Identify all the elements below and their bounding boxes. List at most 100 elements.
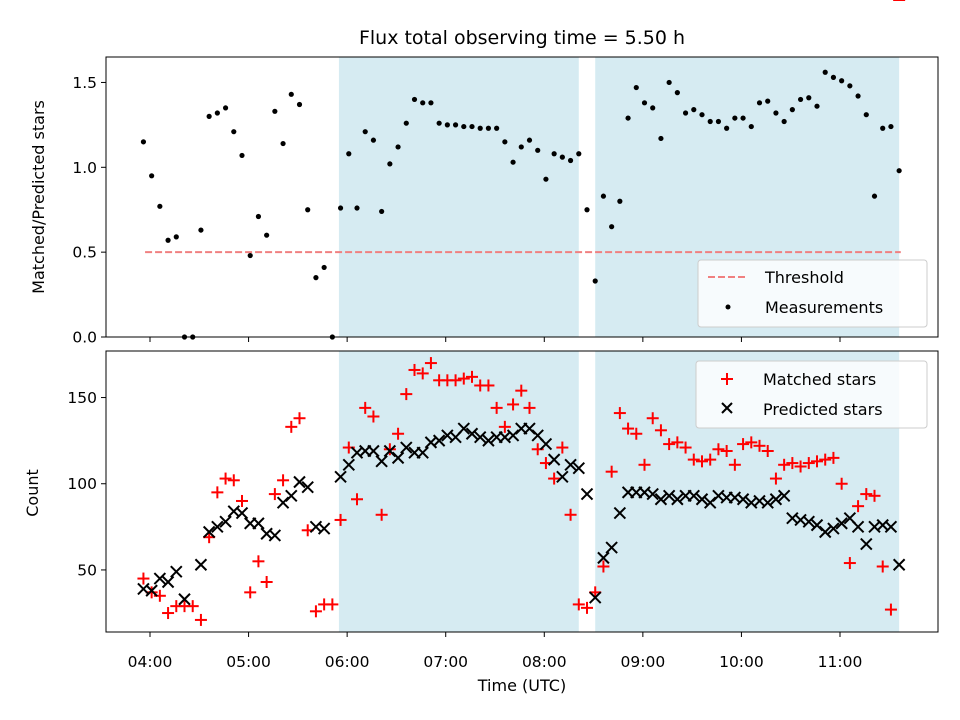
measurement-point bbox=[140, 139, 147, 145]
measurement-point bbox=[469, 123, 475, 130]
predicted-star-point bbox=[416, 446, 429, 459]
measurement-point bbox=[387, 161, 393, 167]
matched-star-point bbox=[720, 444, 733, 457]
measurement-point bbox=[666, 79, 672, 86]
measurement-point bbox=[518, 144, 524, 150]
legend-matched-label: Matched stars bbox=[763, 370, 876, 389]
measurement-point bbox=[264, 232, 270, 238]
measurements-legend-swatch bbox=[725, 304, 731, 310]
y-tick-label: 0.5 bbox=[72, 244, 97, 262]
predicted-star-point bbox=[194, 558, 208, 571]
measurement-point bbox=[149, 173, 155, 179]
matched-star-point bbox=[769, 472, 782, 485]
bottom-y-axis-label: Count bbox=[23, 469, 42, 517]
predicted-star-point bbox=[202, 525, 216, 539]
measurement-point bbox=[198, 227, 204, 233]
measurement-point bbox=[173, 234, 179, 240]
matched-star-point bbox=[786, 457, 799, 470]
matched-star-point bbox=[424, 357, 437, 370]
predicted-star-point bbox=[662, 489, 676, 503]
measurement-point bbox=[682, 110, 689, 116]
measurement-point bbox=[305, 207, 311, 213]
matched-star-point bbox=[884, 603, 897, 616]
matched-star-point bbox=[860, 488, 873, 501]
predicted-star-point bbox=[572, 462, 585, 475]
measurement-point bbox=[715, 118, 722, 125]
measurement-point bbox=[346, 151, 352, 157]
matched-star-point bbox=[293, 412, 306, 425]
ratio-marks bbox=[140, 69, 902, 340]
bottom-legend: Matched stars Predicted stars bbox=[695, 360, 928, 429]
matched-star-point bbox=[466, 370, 478, 383]
y-tick-label: 1.5 bbox=[72, 74, 97, 92]
predicted-star-point bbox=[268, 529, 282, 542]
predicted-star-point bbox=[556, 470, 569, 484]
matched-star-point bbox=[416, 367, 429, 380]
predicted-star-point bbox=[153, 572, 167, 585]
y-tick-label: 150 bbox=[67, 389, 97, 407]
matched-star-point bbox=[671, 436, 684, 449]
predicted-star-point bbox=[695, 493, 709, 506]
measurement-point bbox=[781, 118, 787, 125]
matched-star-point bbox=[852, 500, 865, 513]
measurement-point bbox=[567, 157, 574, 164]
predicted-star-point bbox=[170, 565, 183, 578]
predicted-star-point bbox=[892, 558, 906, 571]
predicted-star-point bbox=[884, 520, 898, 534]
measurement-point bbox=[255, 213, 262, 220]
measurement-point bbox=[551, 151, 557, 157]
measurement-point bbox=[691, 107, 697, 113]
measurement-point bbox=[806, 95, 812, 101]
predicted-star-point bbox=[851, 520, 865, 534]
predicted-star-point bbox=[646, 487, 659, 501]
x-tick-label: 11:00 bbox=[818, 653, 863, 671]
top-panel-ratio: 0.0 0.5 1.0 1.5 Matched/Predicted stars Thr… bbox=[29, 56, 939, 347]
measurement-point bbox=[732, 115, 738, 121]
predicted-star-point bbox=[211, 520, 224, 534]
predicted-star-point bbox=[860, 537, 873, 551]
x-tick-label: 06:00 bbox=[325, 653, 370, 671]
matched-star-point bbox=[704, 453, 717, 466]
measurement-point bbox=[313, 275, 319, 281]
matched-star-point bbox=[449, 374, 462, 387]
predicted-star-point bbox=[161, 575, 175, 589]
predicted-star-point bbox=[777, 489, 791, 503]
predicted-star-point bbox=[613, 506, 627, 520]
matched-star-point bbox=[802, 457, 815, 470]
predicted-legend-swatch bbox=[721, 402, 733, 414]
measurement-point bbox=[403, 120, 409, 126]
matched-star-point bbox=[277, 474, 290, 487]
measurement-point bbox=[354, 205, 360, 211]
predicted-star-point bbox=[375, 455, 388, 468]
measurement-point bbox=[625, 115, 631, 121]
predicted-star-point bbox=[334, 470, 347, 484]
matched-star-point bbox=[778, 458, 791, 471]
matched-star-point bbox=[375, 508, 388, 521]
predicted-star-point bbox=[835, 517, 848, 530]
x-tick-label: 07:00 bbox=[423, 653, 468, 671]
measurement-point bbox=[699, 112, 705, 118]
measurement-point bbox=[206, 113, 212, 119]
matched-star-point bbox=[227, 474, 240, 487]
measurement-point bbox=[485, 125, 492, 131]
bottom-panel-counts: 50 100 150 04:00 05:00 06:00 07:00 08:00 09:00 1… bbox=[23, 0, 939, 695]
y-tick-label: 50 bbox=[77, 561, 97, 579]
matched-star-point bbox=[548, 472, 561, 485]
predicted-star-point bbox=[235, 506, 249, 520]
predicted-star-point bbox=[819, 525, 832, 539]
matched-star-point bbox=[646, 412, 659, 425]
predicted-star-point bbox=[654, 493, 668, 506]
predicted-star-point bbox=[769, 493, 783, 506]
matched-star-point bbox=[482, 379, 495, 392]
matched-star-point bbox=[687, 453, 700, 466]
matched-star-point bbox=[835, 477, 848, 490]
measurement-point bbox=[247, 252, 253, 259]
measurement-point bbox=[214, 110, 220, 116]
top-y-axis-label: Matched/Predicted stars bbox=[29, 100, 48, 294]
measurement-point bbox=[288, 91, 294, 97]
measurement-point bbox=[633, 84, 639, 91]
matched-star-point bbox=[638, 458, 651, 471]
matched-star-point bbox=[843, 557, 856, 570]
matched-star-point bbox=[728, 458, 741, 471]
